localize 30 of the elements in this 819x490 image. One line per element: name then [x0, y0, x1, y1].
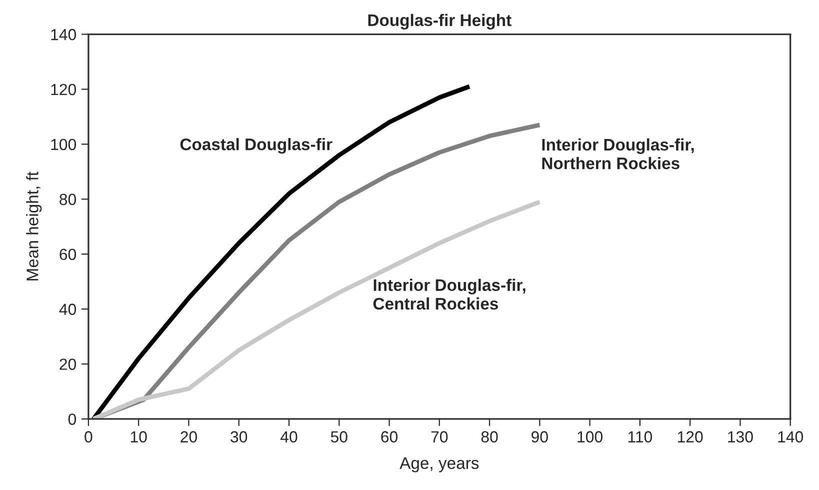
x-axis-title: Age, years [400, 457, 479, 472]
series-label: Interior Douglas-fir, Central Rockies [373, 278, 526, 310]
x-tick-label: 60 [381, 431, 398, 442]
x-tick-label: 100 [578, 431, 602, 442]
x-tick-label: 50 [330, 431, 348, 442]
series-label: Interior Douglas-fir, Northern Rockies [542, 138, 694, 170]
y-tick-label: 60 [60, 248, 76, 260]
y-tick-label: 100 [51, 138, 76, 150]
x-tick-label: 0 [84, 431, 92, 442]
x-tick-label: 30 [230, 431, 248, 442]
x-tick-label: 120 [678, 431, 703, 442]
y-axis-title: Mean height, ft [26, 172, 42, 280]
x-tick-label: 20 [180, 431, 197, 442]
series-label: Coastal Douglas-fir [180, 138, 332, 154]
x-tick-label: 10 [130, 431, 147, 442]
x-tick-label: 140 [778, 431, 804, 442]
x-tick-label: 80 [481, 431, 498, 442]
y-tick-label: 0 [68, 414, 76, 425]
y-tick-label: 40 [59, 304, 76, 315]
chart-title: Douglas-fir Height [368, 14, 512, 30]
y-tick-label: 140 [51, 28, 76, 40]
y-tick-label: 120 [51, 84, 76, 96]
x-tick-label: 130 [728, 431, 753, 442]
x-tick-label: 90 [532, 431, 548, 442]
y-tick-label: 20 [60, 358, 76, 370]
x-tick-label: 110 [628, 431, 652, 442]
y-tick-label: 80 [60, 194, 76, 206]
line-series [91, 200, 542, 419]
x-tick-label: 70 [431, 431, 448, 442]
x-tick-label: 40 [280, 431, 298, 442]
